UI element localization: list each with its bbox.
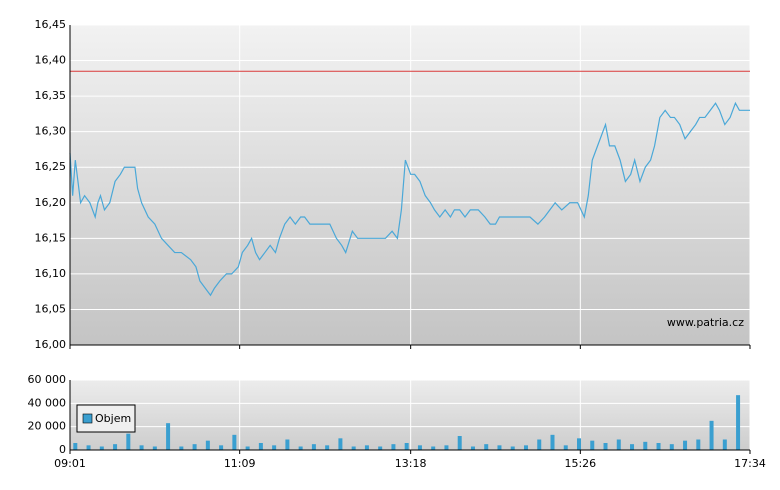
- y-tick-label: 16,35: [35, 89, 67, 102]
- volume-bar: [99, 446, 104, 450]
- volume-bar: [470, 446, 475, 450]
- volume-bar: [285, 439, 290, 450]
- volume-bar: [563, 445, 568, 450]
- price-line: [69, 101, 750, 297]
- volume-bar: [378, 446, 383, 450]
- y-tick-label: 16,45: [35, 18, 67, 31]
- volume-bar: [431, 446, 436, 450]
- volume-bar: [523, 445, 528, 450]
- volume-bar: [219, 445, 224, 450]
- volume-bar: [444, 445, 449, 450]
- volume-bar: [683, 440, 688, 450]
- volume-bar: [457, 436, 462, 450]
- volume-bar: [537, 439, 542, 450]
- volume-bar: [577, 438, 582, 450]
- volume-bar: [497, 445, 502, 450]
- volume-bar: [192, 444, 197, 450]
- volume-bar: [152, 446, 157, 450]
- volume-bar: [736, 395, 741, 450]
- volume-bar: [722, 439, 727, 450]
- y-tick-label: 16,20: [35, 196, 67, 209]
- volume-bar: [325, 445, 330, 450]
- y-tick-label: 16,40: [35, 54, 67, 67]
- x-tick-label: 15:26: [564, 457, 596, 470]
- y-tick-label: 16,05: [35, 302, 67, 315]
- volume-bar: [245, 446, 250, 450]
- volume-bar: [364, 445, 369, 450]
- volume-bar: [643, 441, 648, 450]
- x-tick-label: 13:18: [395, 457, 427, 470]
- volume-bar: [272, 445, 277, 450]
- volume-bar: [232, 434, 237, 450]
- watermark: www.patria.cz: [667, 316, 744, 329]
- legend-swatch: [82, 413, 93, 424]
- y-tick-label: 40 000: [28, 396, 67, 409]
- volume-bar: [616, 439, 621, 450]
- volume-bar: [709, 420, 714, 450]
- volume-bar: [417, 445, 422, 450]
- volume-bar: [73, 443, 78, 450]
- y-tick-label: 16,00: [35, 338, 67, 351]
- x-tick-label: 09:01: [54, 457, 86, 470]
- y-tick-label: 16,30: [35, 125, 67, 138]
- y-tick-label: 20 000: [28, 420, 67, 433]
- x-tick-label: 11:09: [224, 457, 256, 470]
- volume-bar: [404, 443, 409, 450]
- volume-bar: [656, 443, 661, 450]
- y-tick-label: 0: [59, 443, 66, 456]
- y-tick-label: 16,25: [35, 160, 67, 173]
- volume-bar: [86, 445, 91, 450]
- volume-bar: [258, 443, 263, 450]
- volume-bar: [311, 444, 316, 450]
- volume-bar: [510, 446, 515, 450]
- volume-bar: [630, 444, 635, 450]
- volume-bar: [113, 444, 118, 450]
- volume-bar: [550, 434, 555, 450]
- legend-label: Objem: [95, 412, 131, 425]
- y-tick-label: 16,10: [35, 267, 67, 280]
- volume-bar: [126, 433, 131, 450]
- volume-bar: [338, 438, 343, 450]
- volume-bar: [603, 443, 608, 450]
- volume-bar: [179, 446, 184, 450]
- volume-bar: [166, 423, 171, 450]
- volume-plot-area: [70, 380, 750, 450]
- volume-bar: [351, 446, 356, 450]
- price-plot-area: [70, 25, 750, 345]
- volume-bar: [590, 440, 595, 450]
- x-tick-label: 17:34: [734, 457, 766, 470]
- volume-bar: [696, 439, 701, 450]
- volume-bar: [391, 444, 396, 450]
- y-tick-label: 60 000: [28, 373, 67, 386]
- volume-bar: [298, 446, 303, 450]
- volume-bar: [669, 444, 674, 450]
- volume-bar: [484, 444, 489, 450]
- volume-bar: [205, 440, 210, 450]
- y-tick-label: 16,15: [35, 231, 67, 244]
- volume-bar: [139, 445, 144, 450]
